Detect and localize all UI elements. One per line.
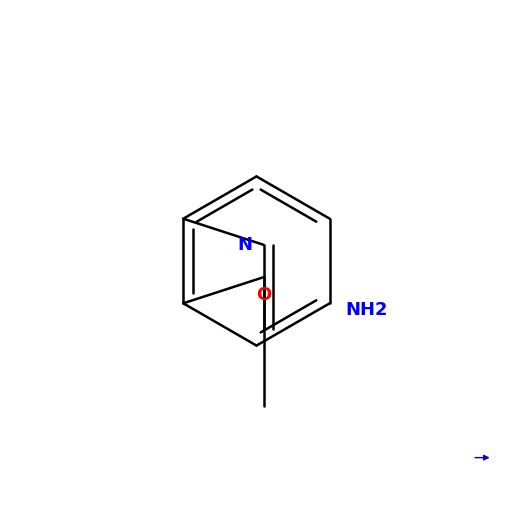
Text: N: N — [238, 236, 253, 254]
Text: O: O — [256, 286, 271, 304]
Text: NH2: NH2 — [345, 301, 387, 318]
